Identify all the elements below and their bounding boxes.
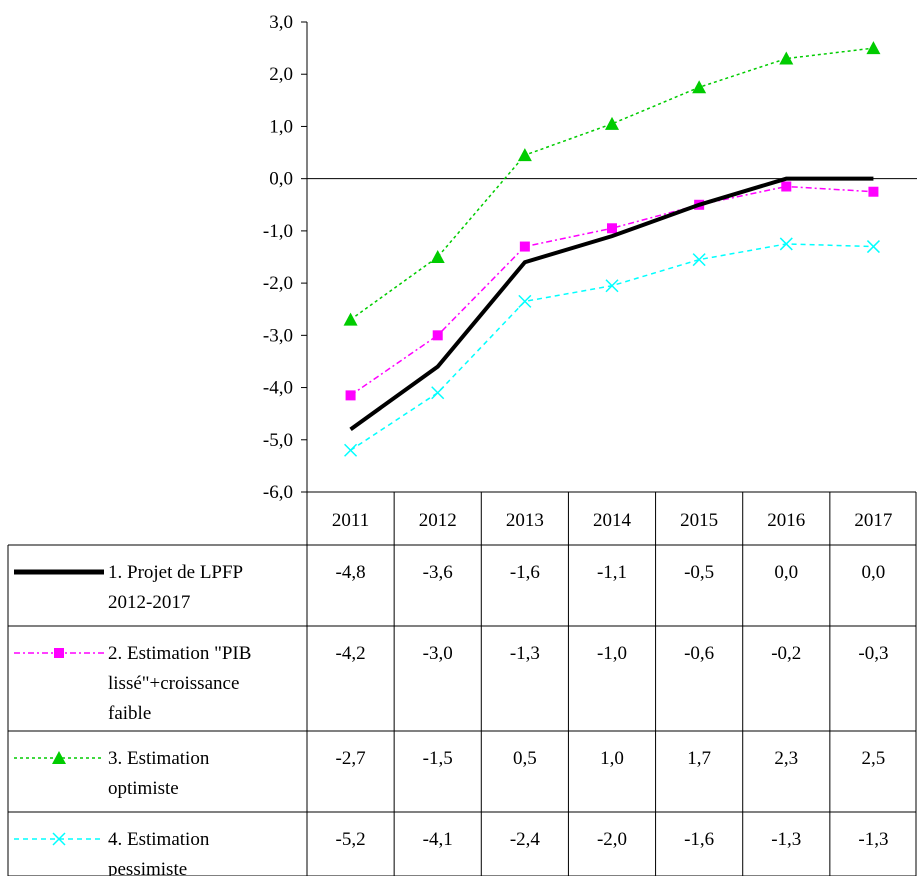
table-value-cell: 1,7 <box>687 748 711 769</box>
table-value-cell: 1,0 <box>600 748 624 769</box>
table-value-cell: 2,5 <box>862 748 886 769</box>
table-value-cell: -4,8 <box>336 562 366 583</box>
legend-series-name: 4. Estimation <box>108 829 210 850</box>
data-point <box>343 312 358 326</box>
series-line <box>349 176 874 431</box>
table-value-cell: -2,4 <box>510 829 541 850</box>
table-value-cell: -2,7 <box>336 748 366 769</box>
data-point <box>519 241 530 252</box>
table-value-cell: -4,2 <box>336 643 366 664</box>
data-point <box>779 51 794 65</box>
data-point <box>692 253 706 267</box>
data-point <box>345 390 356 401</box>
legend-key-marker <box>52 751 66 764</box>
data-point <box>866 240 880 254</box>
table-value-cell: -1,6 <box>684 829 714 850</box>
category-label: 2015 <box>680 510 718 531</box>
legend-series-name: optimiste <box>108 778 179 799</box>
table-value-cell: -2,0 <box>597 829 627 850</box>
legend-series-name: faible <box>108 703 151 724</box>
legend-series-name: 3. Estimation <box>108 748 210 769</box>
data-point <box>692 80 707 94</box>
y-tick-label: -1,0 <box>263 221 293 242</box>
data-point <box>432 330 443 341</box>
category-label: 2017 <box>854 510 892 531</box>
legend-key-marker <box>52 832 66 846</box>
data-point <box>605 116 619 130</box>
table-value-cell: -5,2 <box>336 829 366 850</box>
data-point <box>344 443 358 457</box>
category-label: 2016 <box>767 510 805 531</box>
y-tick-label: -4,0 <box>263 378 293 399</box>
legend-series-name: 2012-2017 <box>108 592 190 613</box>
legend-series-name: lissé"+croissance <box>108 673 239 694</box>
data-point <box>517 148 532 162</box>
data-point <box>430 250 445 263</box>
y-tick-label: 1,0 <box>269 116 293 137</box>
data-point <box>431 386 445 400</box>
table-value-cell: 0,0 <box>774 562 798 583</box>
data-point <box>868 186 879 197</box>
table-value-cell: -1,3 <box>771 829 801 850</box>
table-value-cell: -1,6 <box>510 562 540 583</box>
data-point <box>781 181 792 192</box>
table-value-cell: 0,0 <box>862 562 886 583</box>
table-value-cell: -4,1 <box>423 829 453 850</box>
table-value-cell: -0,6 <box>684 643 714 664</box>
table-value-cell: -1,0 <box>597 643 627 664</box>
table-value-cell: -3,0 <box>423 643 453 664</box>
table-value-cell: 2,3 <box>774 748 798 769</box>
y-tick-label: -2,0 <box>263 273 293 294</box>
category-label: 2013 <box>506 510 544 531</box>
table-value-cell: -1,3 <box>510 643 540 664</box>
series-line <box>350 185 874 397</box>
y-tick-label: -3,0 <box>263 325 293 346</box>
table-value-cell: -3,6 <box>423 562 453 583</box>
data-point <box>779 237 793 251</box>
y-tick-label: 3,0 <box>269 12 293 33</box>
legend-key-marker <box>54 648 64 658</box>
table-value-cell: -0,5 <box>684 562 714 583</box>
legend-series-name: pessimiste <box>108 859 187 876</box>
series-line <box>350 47 874 321</box>
category-label: 2014 <box>593 510 632 531</box>
table-value-cell: -0,2 <box>771 643 801 664</box>
category-label: 2012 <box>419 510 457 531</box>
legend-series-name: 2. Estimation "PIB <box>108 643 251 664</box>
category-label: 2011 <box>332 510 369 531</box>
table-value-cell: -1,1 <box>597 562 627 583</box>
data-point <box>605 279 619 293</box>
series-line <box>350 243 874 451</box>
table-value-cell: -0,3 <box>858 643 888 664</box>
y-tick-label: 0,0 <box>269 169 293 190</box>
y-tick-label: -5,0 <box>263 430 293 451</box>
data-point <box>607 223 617 234</box>
y-tick-label: 2,0 <box>269 64 293 85</box>
data-point <box>518 294 532 308</box>
table-value-cell: -1,3 <box>858 829 888 850</box>
legend-series-name: 1. Projet de LPFP <box>108 562 243 583</box>
y-tick-label: -6,0 <box>263 482 293 503</box>
table-value-cell: 0,5 <box>513 748 537 769</box>
table-value-cell: -1,5 <box>423 748 453 769</box>
data-point <box>866 41 881 55</box>
